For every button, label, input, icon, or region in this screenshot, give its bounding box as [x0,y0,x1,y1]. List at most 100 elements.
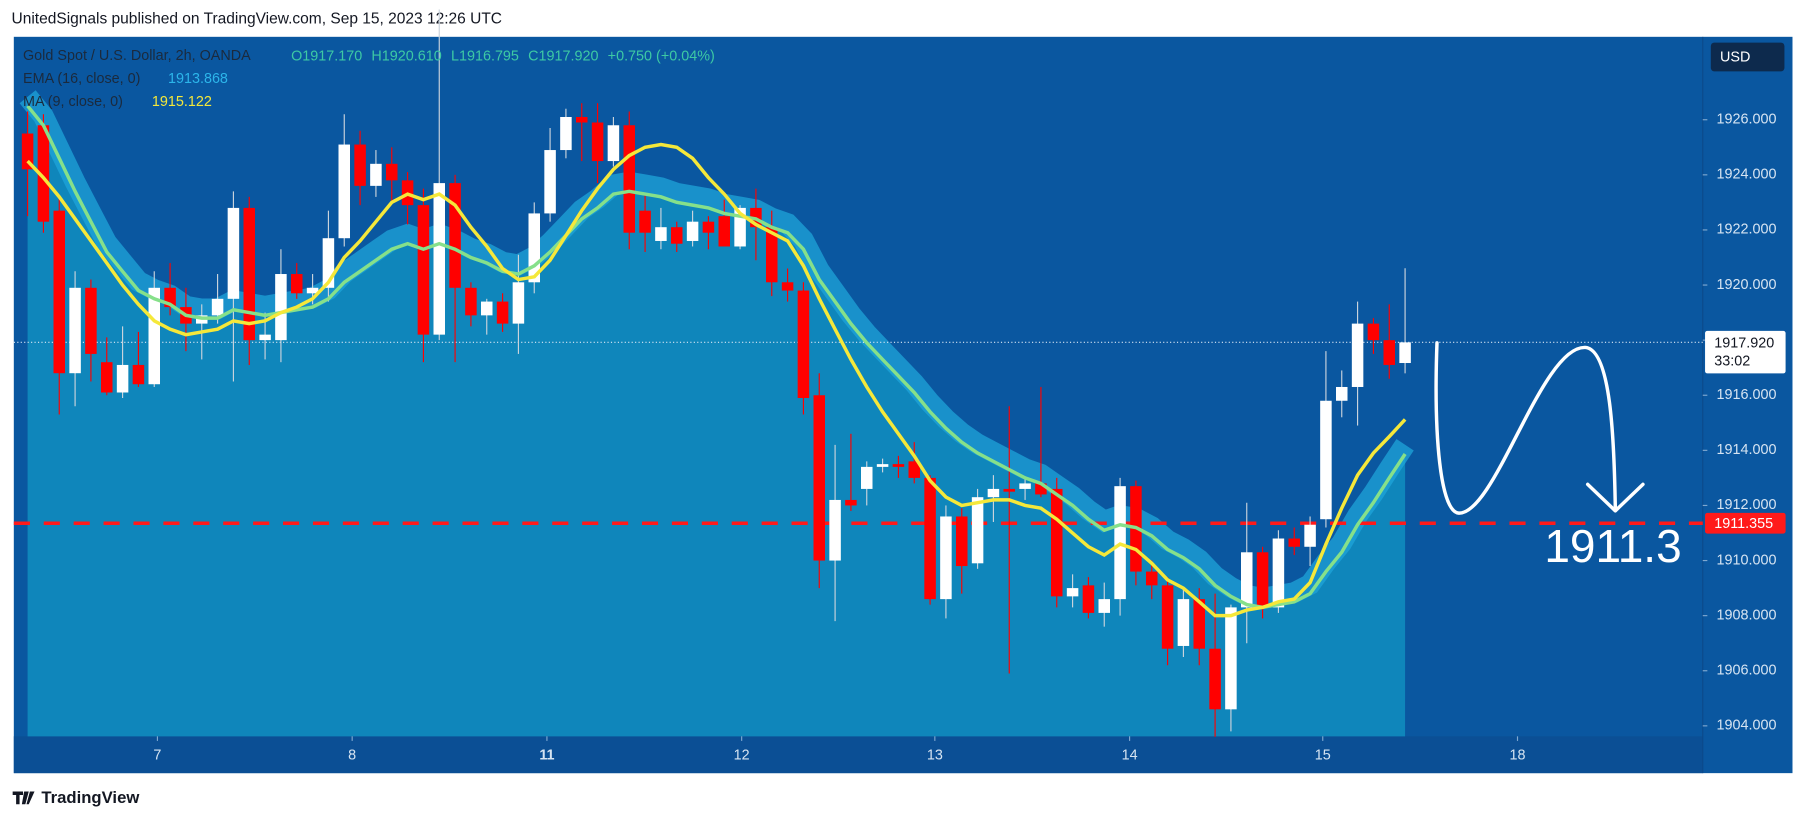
x-tick-label: 14 [1122,748,1138,764]
candle-body [417,205,430,335]
candle-body [1272,538,1285,608]
candle-body [1399,342,1411,364]
candle-body [85,287,97,354]
candle-body [924,477,936,600]
candle-body [1383,340,1396,365]
candle-body [37,125,50,222]
candle-body [860,466,873,489]
legend-ema: EMA (16, close, 0) [23,71,140,87]
y-tick-label: 1920.000 [1717,277,1777,293]
candle-body [449,183,461,288]
legend-ema-value: 1913.868 [168,71,228,87]
candle-body [385,163,398,181]
candle-body [781,282,794,291]
legend-ma: MA (9, close, 0) [23,94,123,110]
y-tick-label: 1910.000 [1717,552,1777,568]
x-tick-label: 15 [1315,748,1331,764]
legend-ma-value: 1915.122 [152,94,212,110]
candle-body [227,207,240,299]
candle-body [607,125,620,162]
candle-body [940,516,952,600]
y-tick-label: 1904.000 [1717,718,1777,734]
candle-body [718,216,731,247]
legend-ohlc-item: O1917.170 [291,48,362,64]
candle-body [1335,386,1348,401]
candle-body [496,301,509,324]
candle-body [1161,585,1174,649]
legend-ohlc-item: +0.750 (+0.04%) [608,48,715,64]
currency-box [1710,42,1785,72]
candle-body [765,227,778,283]
y-tick-label: 1926.000 [1717,112,1777,128]
candle-body [1209,648,1221,710]
candle-body [1351,323,1364,387]
candle-body [955,516,968,567]
y-tick-label: 1906.000 [1717,663,1777,679]
level-box [1705,512,1786,534]
candle-body [259,334,271,341]
brand: TradingView [41,788,139,807]
candle-body [734,207,746,247]
candle-body [1320,400,1332,520]
last-price-box [1705,330,1786,374]
candle-body [1050,488,1063,597]
candle-body [433,183,446,335]
candle-body [338,144,351,239]
candle-body [813,395,826,561]
arrow-head [1585,482,1645,513]
level-label: 1911.355 [1714,516,1773,532]
candle-body [892,464,905,467]
candle-body [686,221,699,241]
candle-body [560,116,572,151]
candle-body [702,221,715,233]
candle-body [1367,323,1380,341]
candle-body [116,364,129,393]
candle-body [164,287,176,308]
candle-body [480,301,493,316]
legend-ohlc-item: L1916.795 [451,48,519,64]
candle-body [623,125,636,233]
x-tick-label: 18 [1510,748,1526,764]
candle-body [53,210,66,374]
legend: Gold Spot / U.S. Dollar, 2h, OANDA O1917… [23,48,715,110]
candle-body [544,150,556,214]
candle-body [797,290,810,399]
candle-body [655,227,667,241]
candle-body [591,122,604,162]
countdown: 33:02 [1714,354,1750,370]
legend-ohlc-item: C1917.920 [528,48,598,64]
candle-body [1225,607,1237,710]
candle-body [354,144,366,186]
legend-symbol: Gold Spot / U.S. Dollar, 2h, OANDA [23,48,251,64]
candle-body [971,497,984,564]
annotation-arrow [1434,341,1618,515]
x-tick-label: 8 [348,748,356,764]
y-tick-label: 1922.000 [1717,222,1777,238]
candle-body [1256,552,1269,608]
y-tick-label: 1908.000 [1717,607,1777,623]
logo [12,791,35,805]
annotation-text: 1911.3 [1544,520,1681,572]
candle-body [21,133,34,170]
legend-ohlc: O1917.170 H1920.610 L1916.795 C1917.920 +0.7… [291,48,715,64]
currency: USD [1720,49,1750,65]
candle-body [1035,483,1047,495]
ema-band [19,90,1414,609]
candle-body [275,274,287,341]
candle-body [1177,599,1190,646]
candle-body [211,298,224,316]
candle-body [1098,599,1111,613]
candle-body [1066,588,1079,597]
x-tick-label: 13 [927,748,943,764]
ma-line [26,142,1407,618]
candle-body [639,210,651,233]
candle-body [528,213,541,283]
y-tick-label: 1914.000 [1717,442,1777,458]
candle-body [1019,483,1031,489]
candle-body [243,207,256,341]
candle-body [69,287,81,374]
y-tick-label: 1916.000 [1717,387,1777,403]
candle-body [1082,585,1095,613]
